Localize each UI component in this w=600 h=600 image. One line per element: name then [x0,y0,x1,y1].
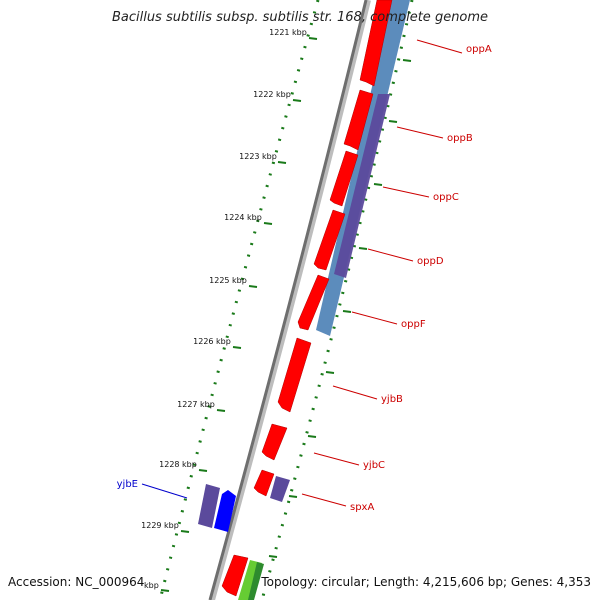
operon-band-purple [334,94,390,278]
scale-ticks: 1221 kbp 1222 kbp 1223 kbp 1224 kbp 1225 kbp… [121,28,412,592]
genome-backbone [208,0,368,600]
gene-callout-line [396,126,444,139]
gene-block-purple[interactable] [270,476,290,502]
scale-tick-mark [248,285,258,288]
scale-tick-mark [288,495,298,498]
accession-text: Accession: NC_000964 [8,575,145,589]
gene-arrow-forward[interactable] [221,554,249,597]
scale-tick-label: 1229 kbp [141,521,179,530]
gene-arrow-forward[interactable] [297,274,330,331]
scale-tick-mark [307,435,317,438]
scale-tick-label: 1226 kbp [193,337,231,346]
gene-callout-line [351,311,398,325]
scale-tick-mark [325,371,335,374]
gene-block-purple[interactable] [198,484,220,528]
operon-bands [316,0,410,336]
scale-tick-mark [388,120,398,123]
gene-arrow-forward[interactable] [329,150,359,207]
gene-arrow-forward[interactable] [253,469,275,497]
gene-arrow-forward[interactable] [359,0,393,87]
scale-tick-mark [263,222,273,225]
gene-callout-line [382,186,430,198]
scale-ruler-left [158,0,320,600]
gene-callout-line [332,385,378,400]
scale-tick-mark [402,59,412,62]
scale-tick-mark [358,247,368,250]
scale-tick-mark [216,409,226,412]
gene-label-yjbb[interactable]: yjbB [381,394,403,405]
gene-features [198,0,393,600]
scale-tick-label: 1227 kbp [177,400,215,409]
genome-backbone-shadow [209,0,371,600]
gene-arrow-forward[interactable] [313,209,346,271]
gene-arrow-forward[interactable] [343,89,374,151]
scale-tick-mark [277,161,287,164]
scale-tick-mark [198,469,208,472]
scale-tick-mark [292,99,302,102]
gene-label-oppf[interactable]: oppF [401,319,426,330]
scale-tick-label: 1228 kbp [159,460,197,469]
gene-arrow-green[interactable] [248,562,264,600]
scale-tick-label: 1224 kbp [224,213,262,222]
gene-label-spxa[interactable]: spxA [350,502,374,513]
topology-text: Topology: circular; Length: 4,215,606 bp… [261,575,591,589]
scale-tick-mark [268,555,278,558]
gene-arrow-reverse[interactable] [214,490,236,532]
gene-callout-line [416,39,463,54]
gene-label-oppd[interactable]: oppD [417,256,444,267]
genome-title: Bacillus subtilis subsp. subtilis str. 1… [111,10,489,25]
gene-callout-line [367,248,414,262]
gene-label-oppa[interactable]: oppA [466,44,492,55]
gene-arrow-forward[interactable] [261,423,288,461]
gene-label-yjbc[interactable]: yjbC [363,460,385,471]
scale-tick-label: 1225 kbp [209,276,247,285]
gene-callout-line [301,493,347,507]
gene-callout-line [313,452,360,466]
gene-arrow-forward[interactable] [277,337,312,413]
scale-tick-mark [180,530,190,533]
gene-callout-line [141,483,188,499]
gene-label-oppb[interactable]: oppB [447,133,473,144]
scale-tick-label: 1222 kbp [253,90,291,99]
gene-labels: oppA oppB oppC oppD oppF yjbB yjbC spxA yjbE [117,39,492,513]
scale-tick-mark [232,346,242,349]
scale-tick-label: 1223 kbp [239,152,277,161]
gene-label-oppc[interactable]: oppC [433,192,459,203]
scale-tick-mark [342,310,352,313]
scale-tick-mark [160,589,170,592]
scale-tick-mark [308,37,318,40]
gene-label-yjbe[interactable]: yjbE [117,479,138,490]
scale-tick-label: 1221 kbp [269,28,307,37]
scale-tick-mark [373,183,383,186]
